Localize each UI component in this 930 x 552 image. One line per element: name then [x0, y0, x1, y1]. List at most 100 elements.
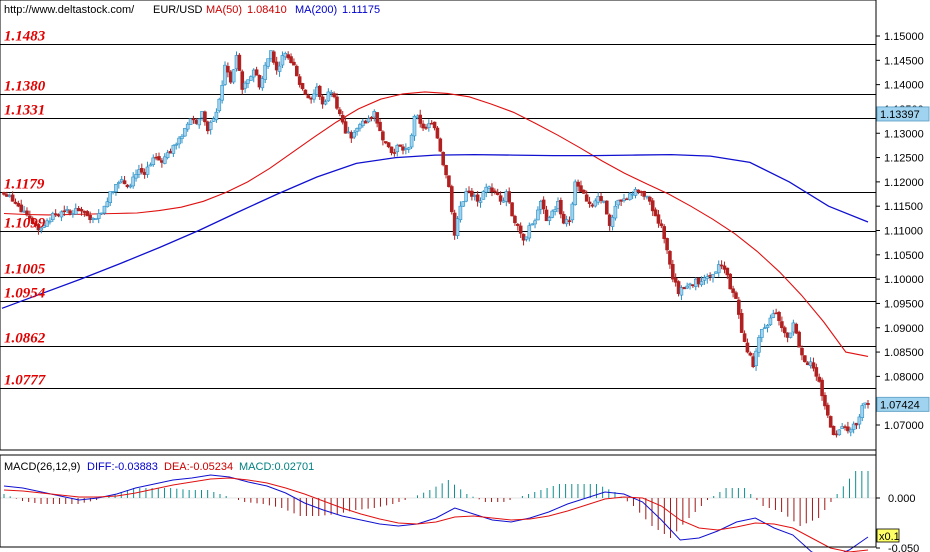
macd-diff-legend: DIFF:-0.03883	[87, 461, 158, 473]
candle-body	[470, 190, 474, 197]
candle-body	[369, 117, 374, 119]
candle-body	[671, 264, 675, 280]
macd-value-legend: MACD:0.02701	[239, 461, 314, 473]
candle-body	[490, 187, 494, 193]
candle-body	[449, 186, 454, 213]
candle-body	[306, 95, 311, 99]
candle-body	[105, 201, 110, 208]
candle-body	[246, 79, 250, 84]
macd-tick-label: 0.000	[888, 493, 916, 505]
candle-body	[335, 96, 339, 109]
candle-body	[561, 213, 566, 224]
level-labels: 1.1483 1.1380 1.1331 1.1179 1.1099 1.1005 1.09…	[4, 29, 46, 389]
candle-body	[117, 182, 121, 184]
candle-body	[191, 118, 196, 121]
candle-body	[782, 327, 787, 334]
macd-dea-line	[3, 477, 869, 552]
candle-body	[429, 122, 434, 125]
candle-body	[39, 227, 44, 231]
candle-body	[386, 142, 391, 148]
candle-body	[10, 194, 15, 202]
candle-body	[774, 312, 778, 315]
candle-body	[424, 126, 428, 129]
candle-body	[510, 202, 514, 217]
candle-body	[607, 214, 612, 226]
candle-body	[797, 331, 801, 348]
candle-body	[96, 213, 101, 219]
candle-body	[516, 223, 520, 226]
candle-body	[826, 404, 830, 416]
candle-body	[556, 201, 560, 209]
candle-body	[76, 208, 81, 212]
candle-body	[2, 192, 6, 195]
candle-body	[320, 96, 325, 105]
current-price-text: 1.13397	[880, 109, 920, 121]
candle-body	[702, 277, 707, 281]
candle-body	[154, 156, 158, 159]
candle-body	[665, 238, 669, 251]
y-tick-label: 1.11500	[884, 201, 923, 213]
candle-body	[188, 118, 193, 125]
candle-body	[206, 121, 210, 132]
candle-body	[521, 233, 526, 241]
candle-body	[427, 123, 431, 128]
price-axis: 1.150001.145001.140001.135001.130001.125…	[876, 31, 930, 432]
candle-body	[283, 53, 288, 58]
candle-body	[604, 200, 609, 215]
candle-body	[94, 218, 98, 221]
macd-scale-text: x0.1	[879, 531, 900, 543]
candle-body	[395, 145, 400, 153]
candle-body	[602, 201, 606, 203]
candle-body	[231, 69, 236, 83]
candle-body	[475, 194, 480, 202]
candle-body	[642, 190, 646, 197]
ma50-line	[3, 91, 869, 357]
level-label: 1.0777	[4, 373, 46, 389]
level-label: 1.1380	[4, 79, 46, 95]
candle-body	[65, 209, 69, 211]
candle-body	[418, 114, 423, 124]
candle-body	[547, 217, 552, 221]
candle-body	[734, 292, 738, 299]
candle-body	[174, 143, 179, 146]
candle-body	[108, 191, 113, 203]
candle-body	[843, 426, 847, 428]
candle-body	[223, 64, 227, 85]
candle-body	[131, 176, 135, 187]
candle-body	[636, 189, 641, 192]
candle-body	[504, 191, 509, 202]
candle-body	[811, 362, 816, 369]
candle-body	[805, 362, 810, 366]
candle-body	[111, 191, 115, 193]
candle-body	[582, 189, 586, 194]
candle-body	[220, 84, 224, 101]
candle-body	[329, 92, 334, 94]
candle-body	[780, 321, 784, 329]
candle-body	[444, 165, 448, 176]
candle-body	[312, 93, 316, 100]
candle-body	[857, 416, 862, 425]
candle-body	[228, 71, 233, 83]
candle-body	[79, 209, 84, 212]
candle-body	[317, 85, 322, 97]
candle-body	[527, 225, 532, 239]
candle-body	[848, 429, 853, 433]
candle-body	[343, 121, 348, 134]
candle-body	[481, 191, 486, 200]
candle-body	[361, 120, 365, 127]
candle-body	[50, 213, 55, 220]
candle-body	[214, 111, 219, 121]
candle-body	[840, 426, 844, 429]
candle-body	[559, 199, 563, 215]
candle-body	[280, 55, 285, 66]
ma50-label: MA(50)	[206, 4, 242, 16]
candle-body	[208, 122, 213, 130]
candle-body	[421, 123, 425, 129]
y-tick-label: 1.12000	[884, 177, 924, 189]
candle-body	[610, 217, 615, 227]
candle-body	[257, 75, 262, 88]
candle-body	[498, 195, 503, 202]
candle-body	[771, 313, 776, 318]
